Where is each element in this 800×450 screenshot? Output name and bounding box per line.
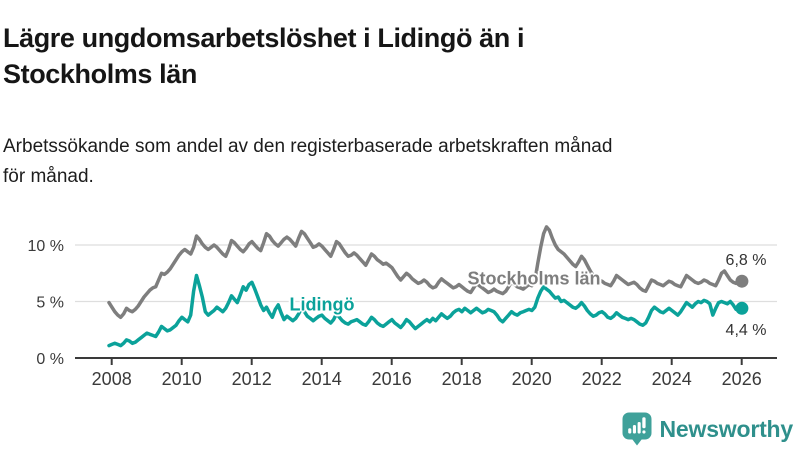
x-tick-label-2008: 2008 <box>92 369 132 389</box>
end-value-stockholms-lan: 6,8 % <box>725 252 767 269</box>
x-tick-label-2026: 2026 <box>722 369 762 389</box>
series-line-1 <box>107 273 744 348</box>
chart-subtitle-line2: för månad. <box>3 166 94 187</box>
series-end-dot-0 <box>735 274 749 288</box>
newsworthy-wordmark: Newsworthy <box>659 415 794 442</box>
y-tick-label-5: 5 % <box>36 295 64 312</box>
x-tick-label-2012: 2012 <box>232 369 272 389</box>
series-line-0 <box>107 225 744 320</box>
chart-title-line1: Lägre ungdomsarbetslöshet i Lidingö än i <box>3 23 525 54</box>
chart-title: Lägre ungdomsarbetslöshet i Lidingö än i… <box>3 20 783 92</box>
chart-subtitle: Arbetssökande som andel av den registerb… <box>3 132 793 192</box>
x-tick-label-2016: 2016 <box>372 369 412 389</box>
chart-title-line2: Stockholms län <box>3 59 197 90</box>
end-value-lidingo: 4,4 % <box>725 322 767 339</box>
y-tick-label-0: 0 % <box>36 351 64 368</box>
x-tick-label-2014: 2014 <box>302 369 342 389</box>
x-tick-label-2020: 2020 <box>512 369 552 389</box>
x-tick-label-2018: 2018 <box>442 369 482 389</box>
chart-subtitle-line1: Arbetssökande som andel av den registerb… <box>3 136 613 157</box>
chart-canvas: 2008 2010 2012 2014 2016 2018 2020 2022 2024 2026… <box>28 225 777 389</box>
newsworthy-speech-bubble-chart-icon <box>622 412 652 446</box>
x-tick-label-2010: 2010 <box>162 369 202 389</box>
series-end-dot-1 <box>735 301 749 315</box>
x-tick-label-2022: 2022 <box>582 369 622 389</box>
line-chart: 2008 2010 2012 2014 2016 2018 2020 2022 2024 2026… <box>0 215 800 400</box>
series-label-lidingo: Lidingö <box>289 294 355 315</box>
series-label-stockholms-lan: Stockholms län <box>467 268 601 289</box>
x-tick-label-2024: 2024 <box>652 369 692 389</box>
newsworthy-logo[interactable]: Newsworthy <box>622 412 793 446</box>
y-tick-label-10: 10 % <box>28 238 64 255</box>
